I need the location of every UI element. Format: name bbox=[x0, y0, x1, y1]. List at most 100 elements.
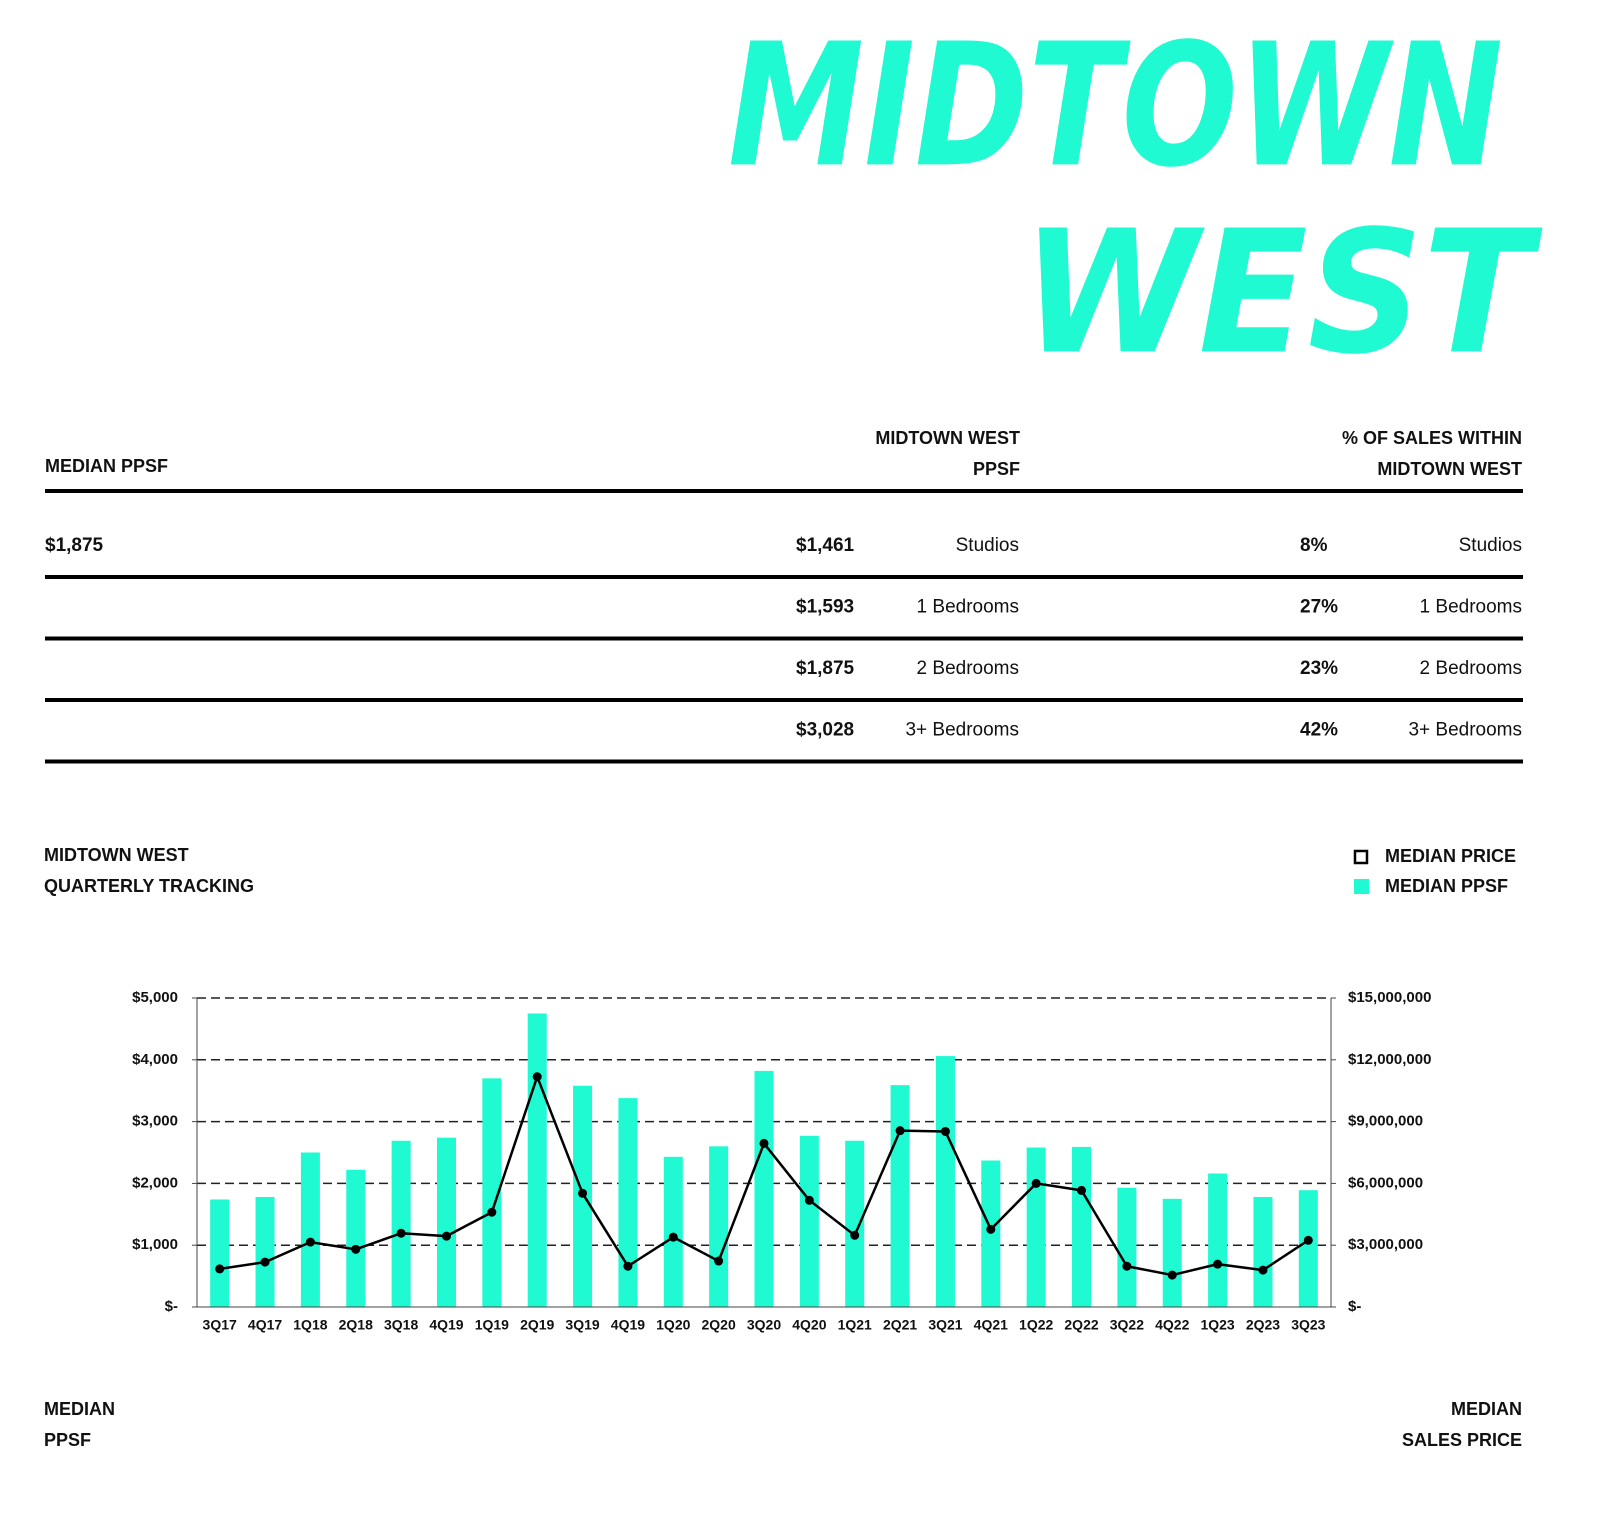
point bbox=[1258, 1265, 1268, 1275]
bar bbox=[754, 1070, 774, 1307]
x-tick-label: 4Q20 bbox=[792, 1317, 826, 1333]
x-tick-label: 3Q23 bbox=[1291, 1317, 1325, 1333]
y2-tick-label: $12,000,000 bbox=[1348, 1051, 1431, 1068]
point bbox=[1213, 1259, 1223, 1269]
x-tick-label: 2Q19 bbox=[520, 1317, 554, 1333]
point bbox=[1122, 1261, 1132, 1271]
table-cell: 2 Bedrooms bbox=[1420, 658, 1522, 679]
x-tick-label: 4Q17 bbox=[248, 1317, 282, 1333]
bar bbox=[799, 1135, 819, 1307]
bar bbox=[618, 1098, 638, 1307]
point bbox=[441, 1231, 451, 1241]
y-tick-label: $5,000 bbox=[132, 989, 178, 1006]
x-tick-label: 1Q18 bbox=[293, 1317, 327, 1333]
point bbox=[895, 1126, 905, 1136]
table-cell: Studios bbox=[956, 535, 1019, 556]
x-tick-label: 2Q21 bbox=[883, 1317, 917, 1333]
point bbox=[804, 1195, 814, 1205]
x-tick-label: 3Q20 bbox=[747, 1317, 781, 1333]
table-cell: Studios bbox=[1459, 535, 1522, 556]
bar bbox=[845, 1140, 865, 1307]
table-cell: 1 Bedrooms bbox=[1420, 597, 1522, 618]
table-cell: $1,461 bbox=[796, 535, 855, 556]
point bbox=[940, 1126, 950, 1136]
bar bbox=[1208, 1173, 1228, 1307]
table-cell: 1 Bedrooms bbox=[917, 597, 1019, 618]
bar bbox=[709, 1146, 729, 1307]
chart-title: MIDTOWN WEST bbox=[44, 845, 189, 865]
legend-swatch bbox=[1353, 849, 1369, 865]
bar bbox=[1298, 1190, 1318, 1307]
y2-tick-label: $3,000,000 bbox=[1348, 1236, 1423, 1253]
bar bbox=[255, 1196, 275, 1307]
point bbox=[623, 1261, 633, 1271]
point bbox=[305, 1237, 315, 1247]
x-tick-label: 1Q22 bbox=[1019, 1317, 1053, 1333]
title-line: WEST bbox=[1022, 194, 1543, 392]
x-tick-label: 4Q19 bbox=[611, 1317, 645, 1333]
x-tick-label: 4Q19 bbox=[429, 1317, 463, 1333]
x-tick-label: 2Q20 bbox=[702, 1317, 736, 1333]
point bbox=[668, 1232, 678, 1242]
point bbox=[487, 1207, 497, 1217]
y-axis-label: PPSF bbox=[44, 1430, 91, 1450]
y2-tick-label: $15,000,000 bbox=[1348, 989, 1431, 1006]
point bbox=[1077, 1185, 1087, 1195]
point bbox=[1031, 1178, 1041, 1188]
y2-axis-label: MEDIAN bbox=[1451, 1399, 1522, 1419]
legend-label: MEDIAN PRICE bbox=[1385, 846, 1516, 866]
point bbox=[396, 1228, 406, 1238]
y2-tick-label: $6,000,000 bbox=[1348, 1174, 1423, 1191]
y-axis-label: MEDIAN bbox=[44, 1399, 115, 1419]
point bbox=[1167, 1270, 1177, 1280]
point bbox=[351, 1244, 361, 1254]
point bbox=[260, 1257, 270, 1267]
title-line: MIDTOWN bbox=[728, 7, 1503, 205]
x-tick-label: 1Q20 bbox=[656, 1317, 690, 1333]
x-tick-label: 3Q22 bbox=[1110, 1317, 1144, 1333]
table-cell: 3+ Bedrooms bbox=[1408, 720, 1522, 741]
y2-axis-label: SALES PRICE bbox=[1402, 1430, 1522, 1450]
y-tick-label: $1,000 bbox=[132, 1236, 178, 1253]
table-cell: 2 Bedrooms bbox=[917, 658, 1019, 679]
x-tick-label: 3Q21 bbox=[928, 1317, 962, 1333]
bar bbox=[1253, 1196, 1273, 1307]
table-cell: $1,593 bbox=[796, 597, 854, 618]
chart-title: QUARTERLY TRACKING bbox=[44, 876, 254, 896]
point bbox=[986, 1224, 996, 1234]
y-tick-label: $3,000 bbox=[132, 1113, 178, 1130]
y2-tick-label: $9,000,000 bbox=[1348, 1113, 1423, 1130]
point bbox=[578, 1188, 588, 1198]
table-cell: 8% bbox=[1300, 535, 1328, 556]
table-header: MEDIAN PPSF bbox=[45, 456, 168, 476]
bar bbox=[1162, 1198, 1182, 1307]
point bbox=[532, 1072, 542, 1082]
y-tick-label: $2,000 bbox=[132, 1174, 178, 1191]
table-cell: $1,875 bbox=[796, 658, 855, 679]
table-header: PPSF bbox=[973, 459, 1020, 479]
point bbox=[714, 1256, 724, 1266]
y-tick-label: $- bbox=[165, 1298, 178, 1315]
bar bbox=[890, 1085, 910, 1307]
table-cell: 3+ Bedrooms bbox=[905, 720, 1019, 741]
x-tick-label: 3Q17 bbox=[203, 1317, 237, 1333]
bar bbox=[1117, 1187, 1137, 1307]
y2-tick-label: $- bbox=[1348, 1298, 1361, 1315]
x-tick-label: 3Q18 bbox=[384, 1317, 418, 1333]
bar bbox=[346, 1169, 366, 1307]
bar bbox=[391, 1140, 411, 1307]
y-tick-label: $4,000 bbox=[132, 1051, 178, 1068]
table-cell: $3,028 bbox=[796, 720, 854, 741]
bar bbox=[210, 1199, 230, 1307]
x-tick-label: 4Q21 bbox=[974, 1317, 1008, 1333]
bar bbox=[436, 1137, 456, 1307]
table-header: MIDTOWN WEST bbox=[875, 428, 1020, 448]
table-header: MIDTOWN WEST bbox=[1377, 459, 1522, 479]
bar bbox=[482, 1078, 502, 1307]
table-cell: $1,875 bbox=[45, 535, 104, 556]
table-cell: 27% bbox=[1300, 597, 1338, 618]
table-cell: 23% bbox=[1300, 658, 1338, 679]
x-tick-label: 2Q22 bbox=[1064, 1317, 1098, 1333]
bar bbox=[663, 1156, 683, 1307]
